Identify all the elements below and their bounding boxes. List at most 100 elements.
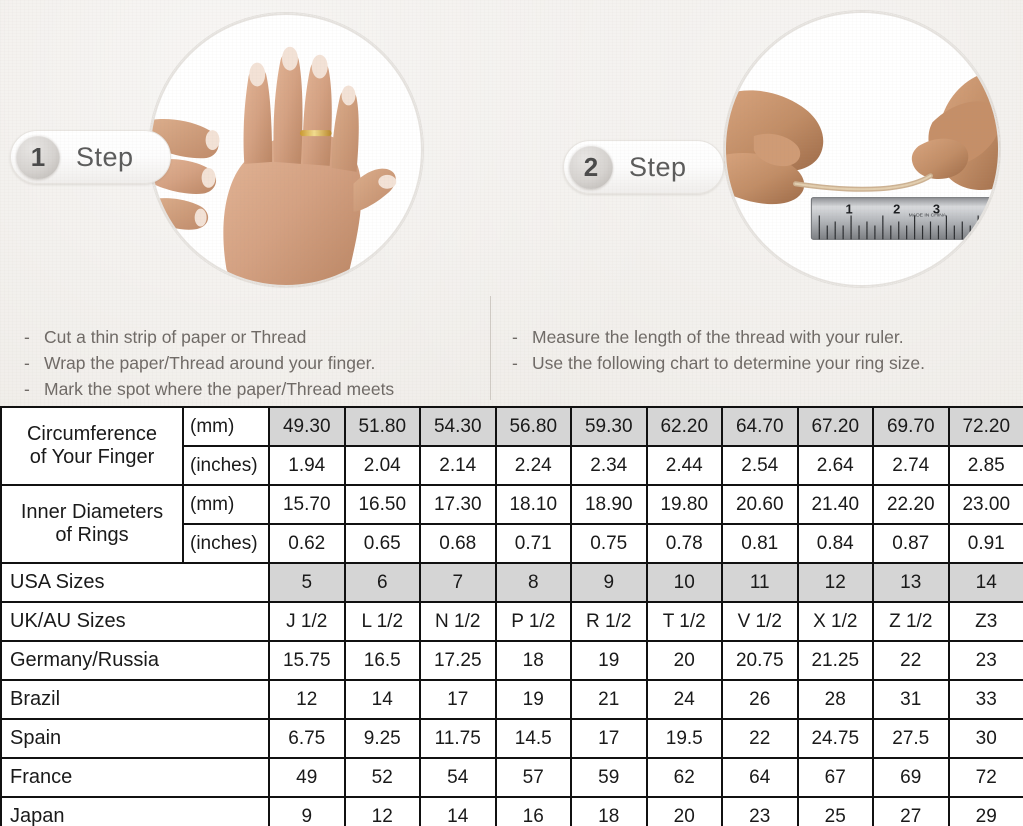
table-row: (inches) 1.94 2.04 2.14 2.24 2.34 2.44 2.54 2.64… <box>1 445 1023 486</box>
row-label: UK/AU Sizes <box>0 601 270 642</box>
table-cell: 23 <box>721 796 799 826</box>
table-cell: X 1/2 <box>796 601 874 642</box>
bullet-dash: - <box>512 327 518 347</box>
table-row: USA Sizes 5 6 7 8 9 10 11 12 13 14 <box>0 562 1023 603</box>
row-unit-label: (inches) <box>182 445 270 486</box>
ruler-number-labels: 1 2 3 <box>846 202 941 217</box>
table-cell: N 1/2 <box>419 601 497 642</box>
table-cell: 2.54 <box>721 445 799 486</box>
table-cell: 14 <box>343 679 421 720</box>
table-cell: 31 <box>872 679 950 720</box>
row-group-label: Inner Diameters of Rings <box>0 484 184 564</box>
step-1-label: Step <box>76 141 134 172</box>
table-cell: 22.20 <box>872 484 950 525</box>
table-cell: 14 <box>947 562 1023 603</box>
hand-with-ring-photo <box>148 12 424 288</box>
instruction-line: - Measure the length of the thread with … <box>512 324 1012 350</box>
svg-text:1: 1 <box>846 202 853 217</box>
step-1-instructions: - Cut a thin strip of paper or Thread - … <box>24 324 474 402</box>
table-cell: 2.74 <box>872 445 950 486</box>
instruction-line: - Use the following chart to determine y… <box>512 350 1012 376</box>
table-cell: 20.60 <box>721 484 799 525</box>
table-cell: 20 <box>645 640 723 681</box>
table-cell: 18.10 <box>494 484 572 525</box>
table-cell: 2.64 <box>796 445 874 486</box>
table-cell: 14 <box>419 796 497 826</box>
instruction-text: Cut a thin strip of paper or Thread <box>44 327 307 347</box>
table-cell: 27 <box>872 796 950 826</box>
table-cell: 6.75 <box>268 718 346 759</box>
table-cell: 0.81 <box>721 523 799 564</box>
table-cell: 8 <box>494 562 572 603</box>
table-cell: V 1/2 <box>721 601 799 642</box>
row-label: USA Sizes <box>0 562 270 603</box>
table-cell: 0.78 <box>645 523 723 564</box>
table-cell: 54 <box>419 757 497 798</box>
table-cell: 20.75 <box>721 640 799 681</box>
table-cell: 59.30 <box>570 406 648 447</box>
step-1-badge: 1 Step <box>10 130 171 184</box>
table-cell: 52 <box>343 757 421 798</box>
table-cell: 17 <box>570 718 648 759</box>
ring-size-chart-table: Circumference of Your Finger (mm) 49.30 51.8… <box>0 406 1023 826</box>
instruction-text: Use the following chart to determine you… <box>532 353 925 373</box>
step-1-number: 1 <box>16 135 60 179</box>
thread-and-ruler-photo: 1 2 3 MADE IN CHINA <box>723 10 1001 288</box>
table-cell: 19 <box>570 640 648 681</box>
bullet-dash: - <box>24 379 30 399</box>
step-2-label: Step <box>629 151 687 182</box>
table-cell: 59 <box>570 757 648 798</box>
table-cell: 49 <box>268 757 346 798</box>
table-cell: J 1/2 <box>268 601 346 642</box>
table-cell: 2.04 <box>343 445 421 486</box>
table-cell: 9.25 <box>343 718 421 759</box>
table-cell: 0.87 <box>872 523 950 564</box>
table-cell: 23.00 <box>947 484 1023 525</box>
table-row: France 49 52 54 57 59 62 64 67 69 72 <box>0 757 1023 798</box>
panel-divider <box>490 296 491 400</box>
table-cell: 5 <box>268 562 346 603</box>
table-cell: 2.14 <box>419 445 497 486</box>
table-cell: 26 <box>721 679 799 720</box>
table-cell: R 1/2 <box>570 601 648 642</box>
table-cell: 51.80 <box>343 406 421 447</box>
table-cell: 69.70 <box>872 406 950 447</box>
instruction-text: Measure the length of the thread with yo… <box>532 327 904 347</box>
table-cell: 33 <box>947 679 1023 720</box>
table-cell: 30 <box>947 718 1023 759</box>
table-cell: 19 <box>494 679 572 720</box>
table-row: Spain 6.75 9.25 11.75 14.5 17 19.5 22 24.75 27.5 3… <box>0 718 1023 759</box>
table-cell: 62 <box>645 757 723 798</box>
table-cell: 72 <box>947 757 1023 798</box>
table-cell: T 1/2 <box>645 601 723 642</box>
instruction-line: - Wrap the paper/Thread around your fing… <box>24 350 474 376</box>
instruction-text: Wrap the paper/Thread around your finger… <box>44 353 376 373</box>
table-row: UK/AU Sizes J 1/2 L 1/2 N 1/2 P 1/2 R 1/2 T 1/… <box>0 601 1023 642</box>
table-cell: 7 <box>419 562 497 603</box>
row-label: Spain <box>0 718 270 759</box>
table-cell: 57 <box>494 757 572 798</box>
table-cell: 16.50 <box>343 484 421 525</box>
table-cell: 9 <box>570 562 648 603</box>
row-group-label: Circumference of Your Finger <box>0 406 184 486</box>
instruction-line: - Mark the spot where the paper/Thread m… <box>24 376 474 402</box>
table-row: Inner Diameters of Rings (mm) 15.70 16.50 17.… <box>0 484 1023 564</box>
table-cell: 22 <box>721 718 799 759</box>
table-cell: 24.75 <box>796 718 874 759</box>
table-cell: 67.20 <box>796 406 874 447</box>
row-unit-label: (mm) <box>182 406 270 447</box>
table-cell: 9 <box>268 796 346 826</box>
table-cell: 12 <box>796 562 874 603</box>
table-cell: 56.80 <box>494 406 572 447</box>
table-cell: 0.68 <box>419 523 497 564</box>
svg-text:3: 3 <box>933 202 940 217</box>
table-cell: 54.30 <box>419 406 497 447</box>
instructions-banner: 1 2 3 MADE IN CHINA 1 Step 2 Step - Cut … <box>0 0 1023 406</box>
table-cell: 67 <box>796 757 874 798</box>
table-cell: Z 1/2 <box>872 601 950 642</box>
table-cell: P 1/2 <box>494 601 572 642</box>
table-cell: 21 <box>570 679 648 720</box>
table-cell: 69 <box>872 757 950 798</box>
table-cell: 11.75 <box>419 718 497 759</box>
instruction-line: - Cut a thin strip of paper or Thread <box>24 324 474 350</box>
